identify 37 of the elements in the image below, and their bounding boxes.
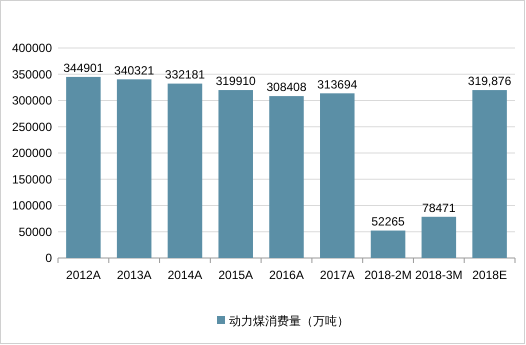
bar bbox=[218, 90, 253, 258]
data-label: 319910 bbox=[216, 74, 256, 88]
bar bbox=[320, 93, 355, 258]
y-tick-label: 50000 bbox=[18, 224, 52, 239]
x-tick-label: 2018-2M bbox=[364, 268, 412, 282]
data-label: 332181 bbox=[164, 68, 206, 82]
x-tick-label: 2012A bbox=[66, 268, 101, 282]
data-label: 78471 bbox=[422, 200, 456, 215]
y-tick-label: 150000 bbox=[12, 172, 52, 186]
x-tick-label: 2017A bbox=[320, 268, 355, 282]
y-tick-label: 300000 bbox=[12, 94, 52, 108]
data-label: 308408 bbox=[266, 80, 307, 94]
y-tick-label: 200000 bbox=[12, 146, 52, 160]
bar bbox=[422, 216, 456, 258]
x-tick-label: 2018E bbox=[472, 268, 507, 282]
x-tick-label: 2015A bbox=[218, 268, 254, 282]
data-label: 52265 bbox=[371, 214, 406, 229]
y-tick-label: 100000 bbox=[12, 198, 52, 212]
x-tick-label: 2014A bbox=[168, 268, 202, 282]
data-label: 313694 bbox=[317, 77, 358, 92]
y-tick-label: 350000 bbox=[12, 67, 52, 82]
data-label: 344901 bbox=[63, 60, 104, 75]
bar bbox=[472, 90, 507, 258]
data-label: 319,876 bbox=[468, 74, 512, 88]
data-label: 340321 bbox=[114, 63, 155, 78]
bar bbox=[370, 230, 406, 258]
x-tick-label: 2016A bbox=[269, 268, 304, 282]
legend: 动力煤消费量（万吨） bbox=[217, 314, 349, 328]
x-tick-label: 2013A bbox=[116, 268, 152, 282]
x-tick-label: 2018-3M bbox=[415, 268, 463, 282]
bar bbox=[116, 79, 152, 258]
bar bbox=[66, 76, 101, 258]
bar bbox=[168, 84, 202, 258]
y-tick-label: 400000 bbox=[12, 41, 52, 55]
y-tick-label: 250000 bbox=[12, 120, 52, 134]
bar bbox=[269, 96, 304, 258]
y-tick-label: 0 bbox=[45, 251, 52, 265]
